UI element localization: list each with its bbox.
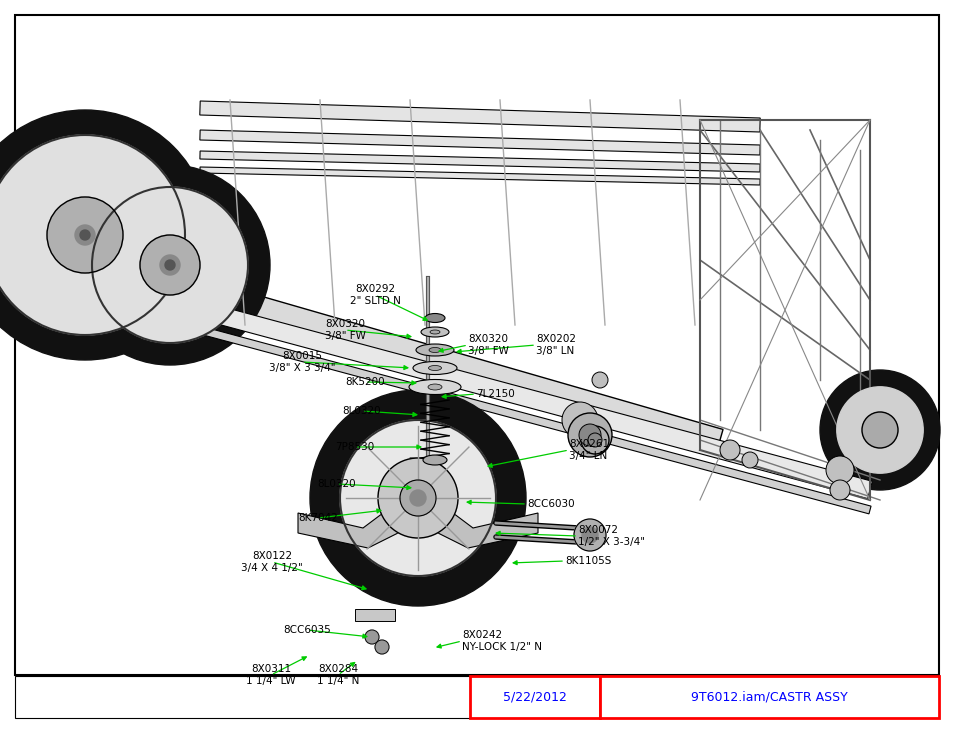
Circle shape xyxy=(825,456,853,484)
Circle shape xyxy=(581,527,598,543)
Circle shape xyxy=(829,480,849,500)
Text: 8X0122
3/4 X 4 1/2": 8X0122 3/4 X 4 1/2" xyxy=(241,551,302,573)
Text: 8X0320
3/8" FW: 8X0320 3/8" FW xyxy=(324,319,365,341)
Circle shape xyxy=(862,412,897,448)
Polygon shape xyxy=(197,301,871,499)
Polygon shape xyxy=(200,130,760,155)
Text: 9T6012.iam/CASTR ASSY: 9T6012.iam/CASTR ASSY xyxy=(690,691,847,703)
Circle shape xyxy=(140,235,200,295)
Text: 7P8530: 7P8530 xyxy=(335,442,375,452)
Text: 8X0242
NY-LOCK 1/2" N: 8X0242 NY-LOCK 1/2" N xyxy=(461,630,541,652)
Circle shape xyxy=(0,110,210,360)
Text: 8X0320
3/8" FW: 8X0320 3/8" FW xyxy=(468,334,508,356)
Text: 8L0320: 8L0320 xyxy=(317,479,355,489)
Text: 5/22/2012: 5/22/2012 xyxy=(502,691,566,703)
Text: 7L2150: 7L2150 xyxy=(476,389,515,399)
Circle shape xyxy=(377,458,457,538)
Text: 8X0292
2" SLTD N: 8X0292 2" SLTD N xyxy=(349,284,400,306)
Circle shape xyxy=(365,630,378,644)
Polygon shape xyxy=(199,326,870,514)
Text: 8X0202
3/8" LN: 8X0202 3/8" LN xyxy=(536,334,576,356)
Circle shape xyxy=(80,230,90,240)
Ellipse shape xyxy=(429,348,440,353)
Text: 8K1105S: 8K1105S xyxy=(564,556,611,566)
Text: 8X0072
1/2" X 3-3/4": 8X0072 1/2" X 3-3/4" xyxy=(578,525,644,547)
Circle shape xyxy=(561,402,598,438)
Ellipse shape xyxy=(409,379,460,395)
Circle shape xyxy=(75,225,95,245)
Circle shape xyxy=(580,426,608,454)
Circle shape xyxy=(567,413,612,457)
Circle shape xyxy=(160,255,180,275)
Circle shape xyxy=(574,519,605,551)
Text: 8CC6030: 8CC6030 xyxy=(526,499,574,509)
Polygon shape xyxy=(199,101,760,132)
Circle shape xyxy=(339,420,496,576)
Polygon shape xyxy=(196,280,722,451)
Circle shape xyxy=(70,165,270,365)
Bar xyxy=(355,609,395,621)
Polygon shape xyxy=(200,151,760,172)
Ellipse shape xyxy=(428,365,441,370)
Circle shape xyxy=(578,424,600,446)
Circle shape xyxy=(587,433,601,447)
Polygon shape xyxy=(200,167,760,185)
Circle shape xyxy=(310,390,525,606)
Circle shape xyxy=(836,387,923,473)
Text: 8X0311
1 1/4" LW: 8X0311 1 1/4" LW xyxy=(246,663,295,686)
Circle shape xyxy=(820,370,939,490)
Ellipse shape xyxy=(420,327,449,337)
Circle shape xyxy=(47,197,123,273)
Circle shape xyxy=(399,480,436,516)
Text: 8X0261
3/4" LN: 8X0261 3/4" LN xyxy=(568,439,608,461)
Ellipse shape xyxy=(422,455,447,465)
Ellipse shape xyxy=(413,362,456,374)
Text: 8L0320: 8L0320 xyxy=(342,406,381,416)
Circle shape xyxy=(375,640,389,654)
Bar xyxy=(470,676,599,718)
Text: 8X0284
1 1/4" N: 8X0284 1 1/4" N xyxy=(316,663,359,686)
Bar xyxy=(15,676,470,718)
Circle shape xyxy=(720,440,740,460)
Bar xyxy=(15,15,938,675)
Polygon shape xyxy=(297,458,537,548)
Text: 8CC6035: 8CC6035 xyxy=(283,625,331,635)
Circle shape xyxy=(0,135,185,335)
Ellipse shape xyxy=(428,384,441,390)
Ellipse shape xyxy=(430,330,439,334)
Text: 8K7042: 8K7042 xyxy=(297,513,337,523)
Circle shape xyxy=(592,372,607,388)
Circle shape xyxy=(410,490,426,506)
Circle shape xyxy=(165,260,174,270)
Text: 8X0015
3/8" X 3 3/4": 8X0015 3/8" X 3 3/4" xyxy=(269,351,335,373)
Text: 8K5200: 8K5200 xyxy=(345,377,384,387)
Ellipse shape xyxy=(424,314,444,323)
Bar xyxy=(599,676,938,718)
Circle shape xyxy=(741,452,758,468)
Circle shape xyxy=(578,428,601,452)
Ellipse shape xyxy=(416,344,454,356)
Circle shape xyxy=(91,187,248,343)
